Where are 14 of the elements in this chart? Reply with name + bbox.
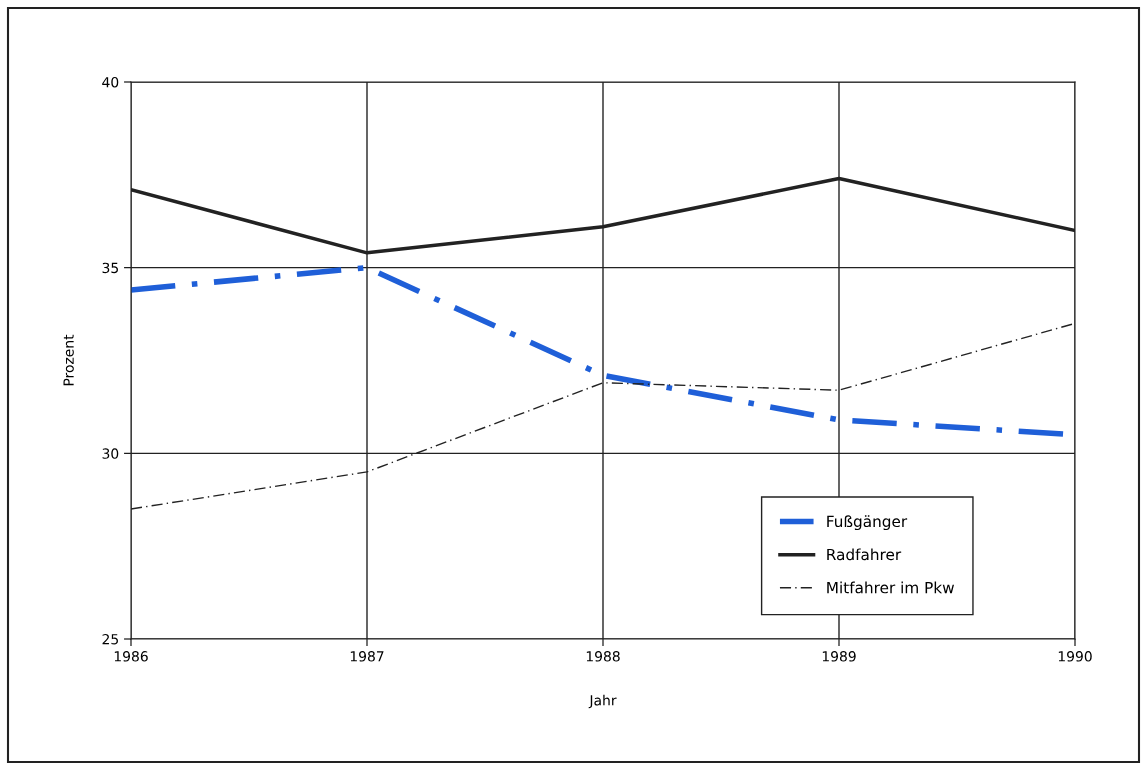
y-tick-label: 30 xyxy=(102,448,119,459)
legend-label: Fußgänger xyxy=(827,515,908,531)
x-tick-label: 1988 xyxy=(586,651,620,662)
y-tick-label: 25 xyxy=(102,633,118,645)
x-tick-label: 1987 xyxy=(350,651,384,662)
y-tick-label: 40 xyxy=(102,76,119,88)
legend-label: Mitfahrer im Pkw xyxy=(827,581,954,594)
x-axis-title: Jahr xyxy=(588,694,617,709)
x-tick-label: 1990 xyxy=(1058,651,1092,662)
y-tick-label: 35 xyxy=(102,262,118,274)
y-axis-title: Prozent xyxy=(63,334,74,386)
legend-label: Radfahrer xyxy=(827,548,902,561)
x-tick-label: 1989 xyxy=(822,651,856,662)
x-tick-label: 1986 xyxy=(114,651,148,662)
